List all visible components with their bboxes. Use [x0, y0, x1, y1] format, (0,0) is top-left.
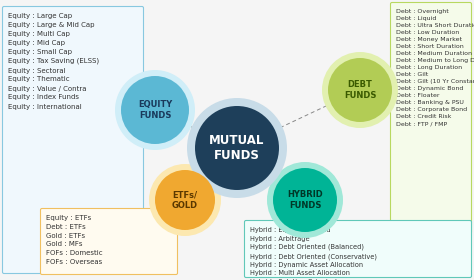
- Text: Hybrid : Equity Oriented
Hybrid : Arbitrage
Hybrid : Debt Oriented (Balanced)
Hy: Hybrid : Equity Oriented Hybrid : Arbitr…: [250, 227, 377, 280]
- Ellipse shape: [115, 70, 195, 150]
- Ellipse shape: [267, 162, 343, 238]
- Text: ETFs/
GOLD: ETFs/ GOLD: [172, 190, 198, 210]
- Text: HYBRID
FUNDS: HYBRID FUNDS: [287, 190, 323, 210]
- Ellipse shape: [155, 170, 215, 230]
- Text: EQUITY
FUNDS: EQUITY FUNDS: [138, 100, 172, 120]
- Ellipse shape: [121, 76, 189, 144]
- FancyBboxPatch shape: [40, 209, 177, 274]
- Text: MUTUAL
FUNDS: MUTUAL FUNDS: [210, 134, 264, 162]
- FancyBboxPatch shape: [2, 6, 144, 274]
- Ellipse shape: [322, 52, 398, 128]
- Ellipse shape: [195, 106, 279, 190]
- Text: Debt : Overnight
Debt : Liquid
Debt : Ultra Short Duration
Debt : Low Duration
D: Debt : Overnight Debt : Liquid Debt : Ul…: [396, 9, 474, 126]
- Ellipse shape: [187, 98, 287, 198]
- Text: Equity : ETFs
Debt : ETFs
Gold : ETFs
Gold : MFs
FOFs : Domestic
FOFs : Overseas: Equity : ETFs Debt : ETFs Gold : ETFs Go…: [46, 215, 103, 265]
- FancyBboxPatch shape: [391, 3, 472, 234]
- Ellipse shape: [273, 168, 337, 232]
- Text: DEBT
FUNDS: DEBT FUNDS: [344, 80, 376, 100]
- Text: Equity : Large Cap
Equity : Large & Mid Cap
Equity : Multi Cap
Equity : Mid Cap
: Equity : Large Cap Equity : Large & Mid …: [8, 13, 99, 109]
- Ellipse shape: [328, 58, 392, 122]
- FancyBboxPatch shape: [245, 221, 472, 277]
- Ellipse shape: [149, 164, 221, 236]
